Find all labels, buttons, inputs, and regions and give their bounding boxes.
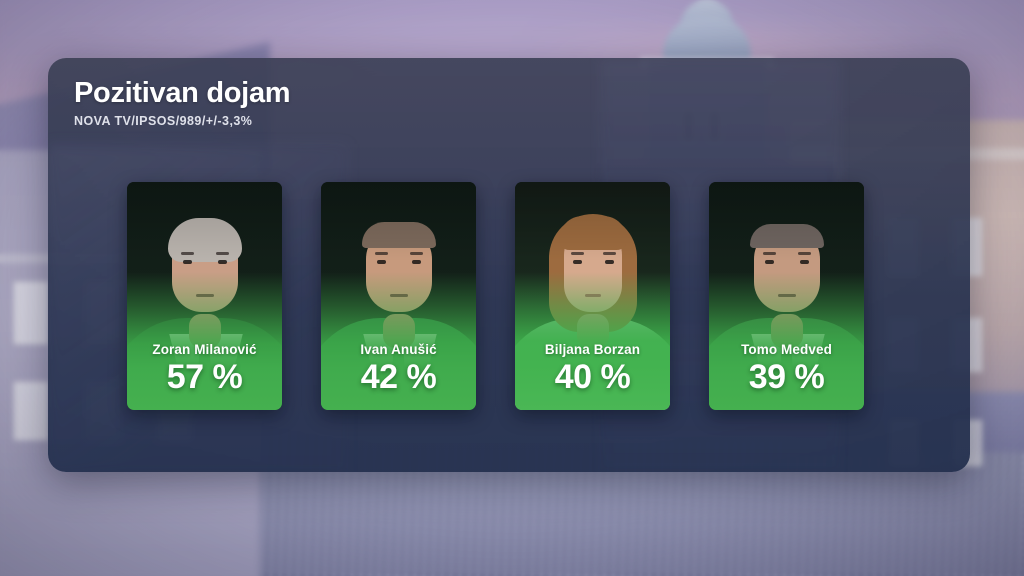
- candidate-card[interactable]: Tomo Medved 39 %: [709, 182, 864, 410]
- candidate-name: Ivan Anušić: [360, 342, 437, 358]
- page-title: Pozitivan dojam: [74, 77, 291, 109]
- green-value-overlay: [321, 272, 476, 410]
- green-value-overlay: [515, 272, 670, 410]
- panel-header: Pozitivan dojam NOVA TV/IPSOS/989/+/-3,3…: [74, 77, 291, 129]
- candidate-value: 57 %: [166, 358, 243, 397]
- candidate-card[interactable]: Ivan Anušić 42 %: [321, 182, 476, 410]
- candidate-card[interactable]: Biljana Borzan 40 %: [515, 182, 670, 410]
- candidate-name: Tomo Medved: [741, 342, 832, 358]
- results-panel: Pozitivan dojam NOVA TV/IPSOS/989/+/-3,3…: [48, 58, 970, 472]
- candidate-name: Zoran Milanović: [152, 342, 257, 358]
- green-value-overlay: [127, 272, 282, 410]
- candidate-value: 40 %: [554, 358, 631, 397]
- green-value-overlay: [709, 272, 864, 410]
- poll-source-subtitle: NOVA TV/IPSOS/989/+/-3,3%: [74, 114, 253, 129]
- candidate-card[interactable]: Zoran Milanović 57 %: [127, 182, 282, 410]
- candidate-card-row: Zoran Milanović 57 %: [127, 182, 864, 410]
- candidate-value: 39 %: [748, 358, 825, 397]
- candidate-name: Biljana Borzan: [544, 342, 641, 358]
- candidate-value: 42 %: [360, 358, 437, 397]
